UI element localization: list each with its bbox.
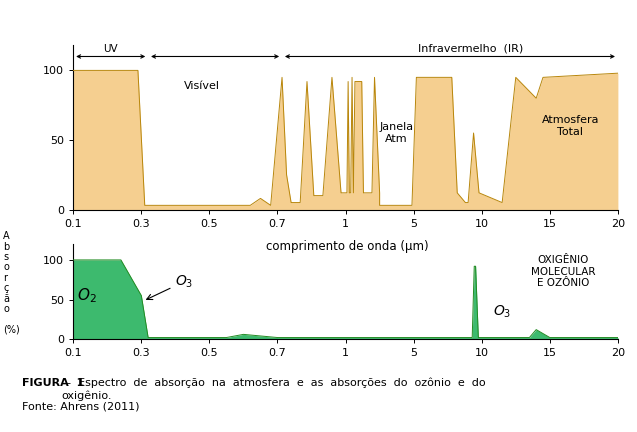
Text: Visível: Visível <box>183 81 220 91</box>
Text: Fonte: Ahrens (2011): Fonte: Ahrens (2011) <box>22 402 140 412</box>
Text: OXIGÊNIO
MOLECULAR
E OZÔNIO: OXIGÊNIO MOLECULAR E OZÔNIO <box>531 255 596 289</box>
Text: –  Espectro  de  absorção  na  atmosfera  e  as  absorções  do  ozônio  e  do
ox: – Espectro de absorção na atmosfera e as… <box>62 378 485 401</box>
Text: UV: UV <box>103 44 118 54</box>
Text: $O_3$: $O_3$ <box>493 303 512 320</box>
Text: Janela
Atm: Janela Atm <box>380 122 413 144</box>
Text: comprimento de onda (µm): comprimento de onda (µm) <box>266 240 429 253</box>
Text: Atmosfera
Total: Atmosfera Total <box>541 115 599 137</box>
Text: $O_2$: $O_2$ <box>77 286 97 305</box>
Text: A
b
s
o
r
ç
ã
o

(%): A b s o r ç ã o (%) <box>3 231 20 335</box>
Text: $O_3$: $O_3$ <box>147 273 194 299</box>
Text: Infravermelho  (IR): Infravermelho (IR) <box>418 44 523 54</box>
Text: FIGURA  1: FIGURA 1 <box>22 378 85 388</box>
